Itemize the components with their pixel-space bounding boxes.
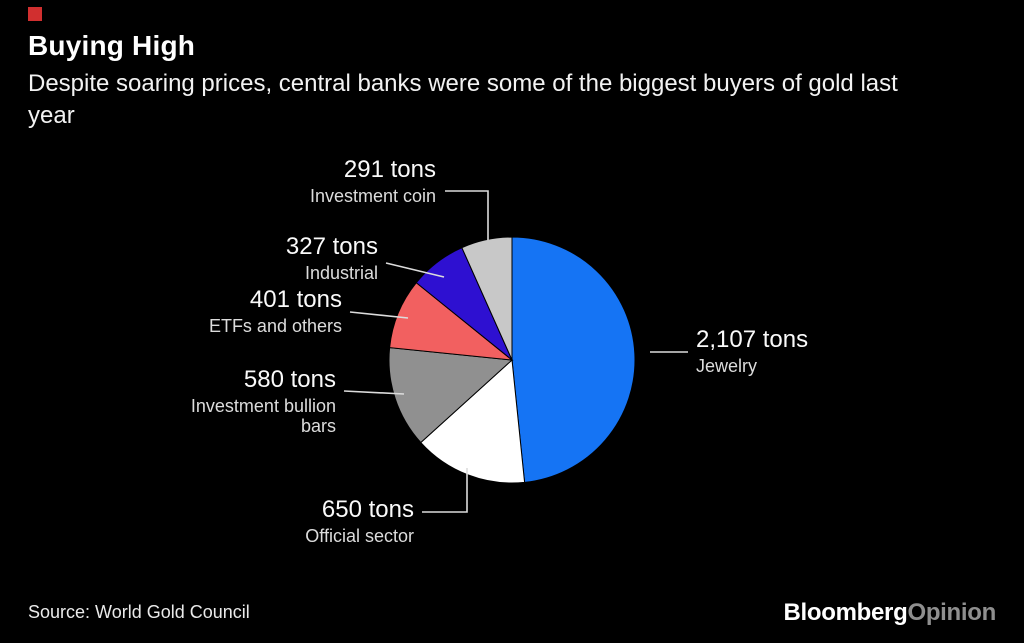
leader-line-industrial xyxy=(385,262,445,278)
callout-industrial: 327 tons Industrial xyxy=(286,233,378,283)
leader-line-bullion xyxy=(343,390,405,395)
brand-logo: BloombergOpinion xyxy=(783,599,996,627)
callout-label: Investment bullion bars xyxy=(190,395,336,437)
brand-primary: Bloomberg xyxy=(783,599,908,626)
chart-subtitle: Despite soaring prices, central banks we… xyxy=(28,70,898,129)
accent-square xyxy=(28,7,42,21)
callout-value: 327 tons xyxy=(285,233,378,260)
pie-slices xyxy=(388,236,636,484)
callout-value: 2,107 tons xyxy=(696,326,809,353)
source-note: Source: World Gold Council xyxy=(28,602,250,622)
callout-etfs: 401 tons ETFs and others xyxy=(209,286,342,336)
callout-value: 580 tons xyxy=(243,366,336,393)
pie-slice-investment-bullion-bars xyxy=(388,347,514,444)
leader-line-official-sector xyxy=(422,468,468,513)
pie-slice-jewelry xyxy=(511,236,636,483)
pie-slice-official-sector xyxy=(420,358,526,484)
callout-label: Industrial xyxy=(304,262,378,283)
callout-label: Investment coin xyxy=(309,185,436,206)
callout-bullion: 580 tons Investment bullion bars xyxy=(156,366,336,437)
brand-secondary: Opinion xyxy=(907,599,996,626)
callout-official-sector: 650 tons Official sector xyxy=(305,496,414,546)
callout-label: Official sector xyxy=(305,525,414,546)
callout-label: ETFs and others xyxy=(208,315,342,336)
callout-value: 401 tons xyxy=(249,286,342,313)
callout-value: 291 tons xyxy=(343,156,436,183)
callout-label: Jewelry xyxy=(696,355,758,376)
callout-jewelry: 2,107 tons Jewelry xyxy=(696,326,808,376)
callout-value: 650 tons xyxy=(321,496,414,523)
chart-title: Buying High xyxy=(28,30,196,61)
pie-slice-investment-coin xyxy=(461,236,513,361)
leader-line-investment-coin xyxy=(445,190,489,240)
callout-investment-coin: 291 tons Investment coin xyxy=(310,156,436,206)
leader-line-etfs xyxy=(349,311,409,319)
